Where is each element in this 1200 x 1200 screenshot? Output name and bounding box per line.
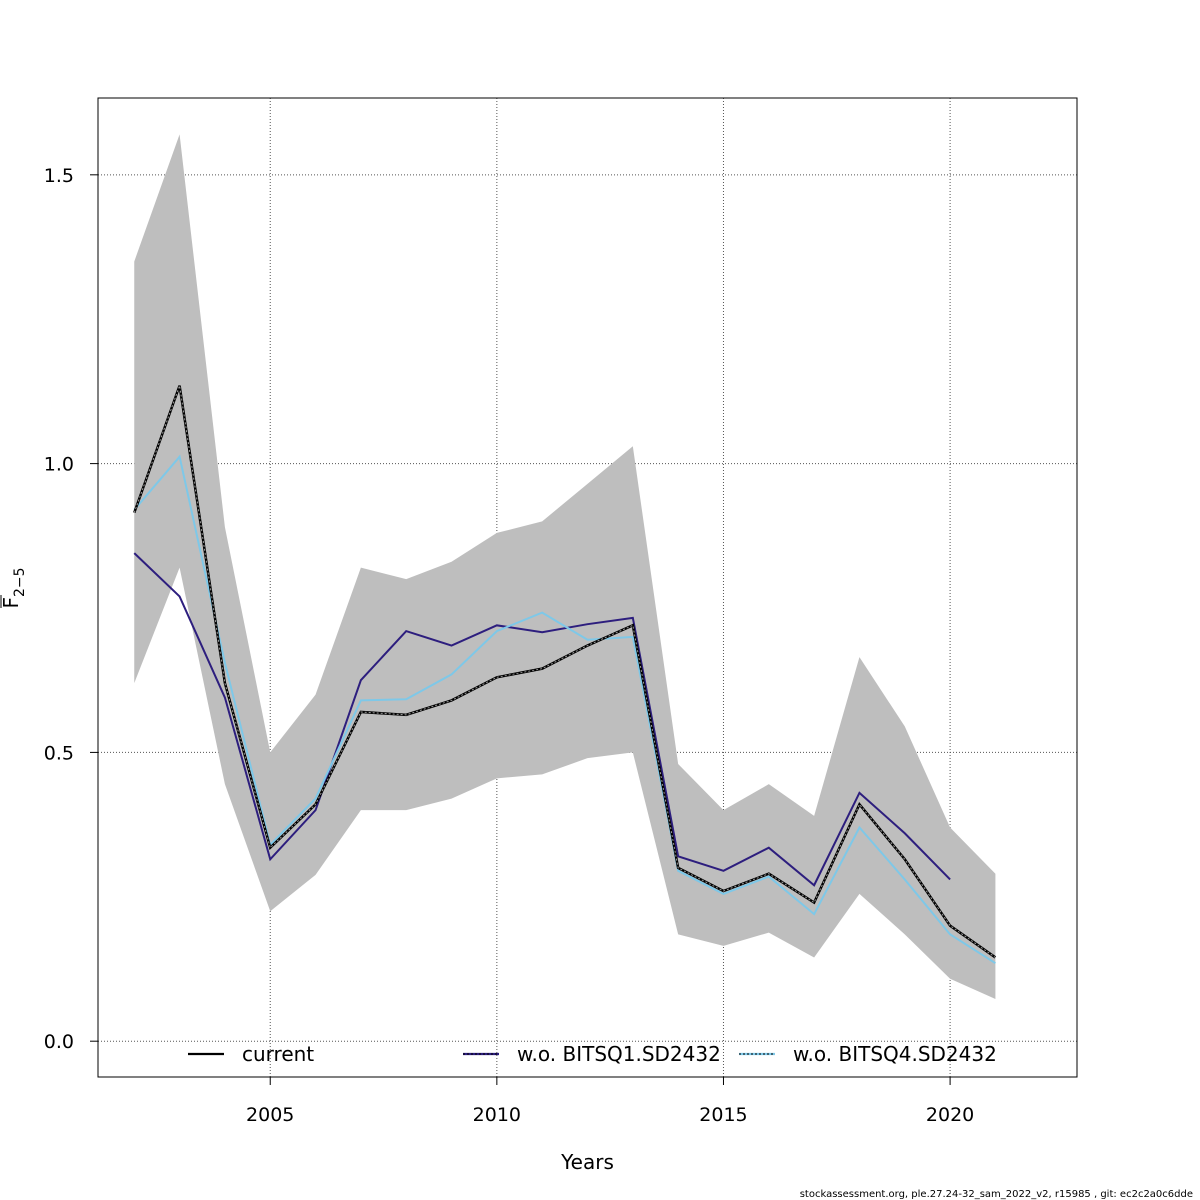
x-axis-title: Years	[560, 1150, 614, 1174]
legend-label: w.o. BITSQ4.SD2432	[793, 1042, 997, 1066]
y-axis-title: F2−5	[0, 567, 28, 608]
footer-note: stockassessment.org, ple.27.24-32_sam_20…	[800, 1189, 1193, 1200]
series-lines	[133, 385, 997, 965]
legend-label: w.o. BITSQ1.SD2432	[517, 1042, 721, 1066]
legend-label: current	[242, 1042, 314, 1066]
y-tick-label: 1.0	[44, 454, 74, 476]
confidence-band	[134, 134, 996, 1000]
y-tick-label: 0.0	[44, 1031, 74, 1053]
legend: current w.o. BITSQ1.SD2432 w.o. BITSQ4.SD2…	[188, 1042, 997, 1066]
x-tick-label: 2020	[926, 1104, 974, 1126]
series-line-bitsq1	[133, 552, 951, 887]
confidence-band-area	[134, 134, 996, 1000]
x-tick-label: 2010	[473, 1104, 521, 1126]
x-tick-label: 2015	[699, 1104, 747, 1126]
series-line-bitsq4	[133, 454, 996, 965]
series-line-current-dots	[133, 385, 996, 958]
y-tick-label: 1.5	[44, 165, 74, 187]
y-axis-title-subscript: 2−5	[12, 567, 28, 597]
y-axis-title-main: F	[0, 597, 23, 609]
plot-frame	[97, 97, 1078, 1078]
x-tick-label: 2005	[246, 1104, 294, 1126]
y-tick-label: 0.5	[44, 742, 74, 764]
x-axis: 2005 2010 2015 2020	[246, 1077, 974, 1126]
y-axis: 0.0 0.5 1.0 1.5	[44, 165, 98, 1053]
